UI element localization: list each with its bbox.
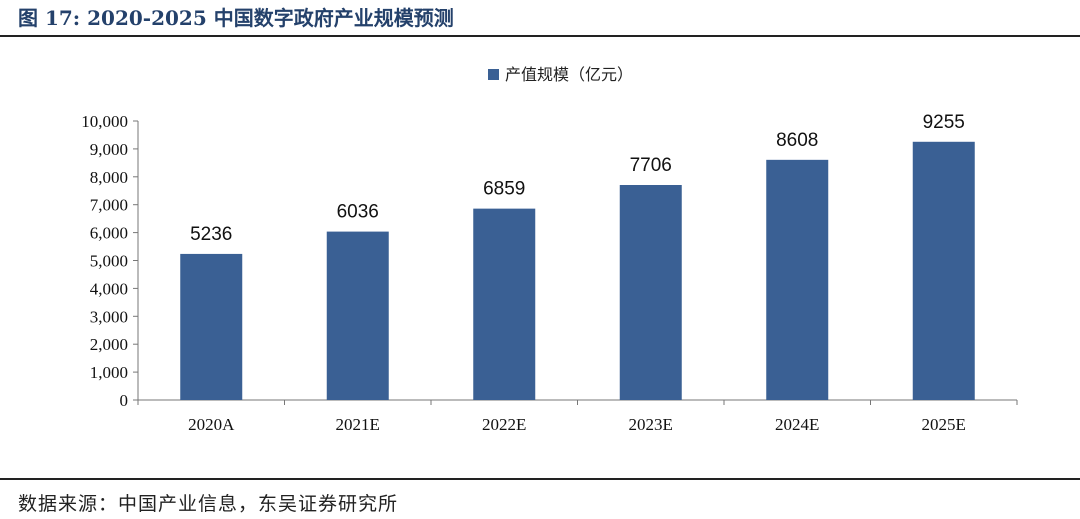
chart-legend: 产值规模（亿元） <box>488 65 633 84</box>
y-tick-label: 10,000 <box>81 112 128 131</box>
data-source-note: 数据来源：中国产业信息，东吴证券研究所 <box>18 493 399 515</box>
y-tick-label: 3,000 <box>90 307 128 326</box>
y-tick-label: 6,000 <box>90 224 128 243</box>
y-tick-label: 0 <box>120 391 129 410</box>
legend-label: 产值规模（亿元） <box>505 65 633 84</box>
bar <box>180 253 243 400</box>
y-axis: 0 1,000 2,000 3,000 4,000 5,000 6,000 7,000 8,00… <box>81 112 139 410</box>
y-tick-label: 7,000 <box>90 196 128 215</box>
bar-value-label: 7706 <box>630 155 672 176</box>
x-tick-label: 2024E <box>775 415 819 434</box>
y-tick-label: 5,000 <box>90 252 128 271</box>
x-axis: 2020A 2021E 2022E 2023E 2024E 2025E <box>137 399 1018 434</box>
figure-title: 图 17: 2020-2025 中国数字政府产业规模预测 <box>18 6 454 30</box>
bar <box>766 159 829 400</box>
bar-value-label: 8608 <box>776 130 818 151</box>
x-tick-label: 2025E <box>922 415 966 434</box>
bar <box>912 141 975 400</box>
bar <box>473 208 536 400</box>
top-divider <box>0 35 1080 37</box>
y-tick-label: 2,000 <box>90 335 128 354</box>
bar <box>619 185 682 400</box>
bar-value-label: 6859 <box>483 179 525 200</box>
x-tick-label: 2023E <box>629 415 673 434</box>
x-tick-label: 2021E <box>336 415 380 434</box>
bottom-divider <box>0 478 1080 480</box>
bar <box>326 231 389 400</box>
y-tick-label: 4,000 <box>90 279 128 298</box>
bar-series <box>180 141 975 400</box>
bar-value-label: 6036 <box>337 202 379 223</box>
data-labels: 5236 6036 6859 7706 8608 9255 <box>190 112 965 245</box>
bar-value-label: 9255 <box>923 112 965 133</box>
x-tick-label: 2020A <box>188 415 235 434</box>
legend-swatch <box>488 69 499 80</box>
x-tick-label: 2022E <box>482 415 526 434</box>
y-tick-label: 9,000 <box>90 140 128 159</box>
bar-value-label: 5236 <box>190 224 232 245</box>
y-tick-label: 8,000 <box>90 168 128 187</box>
y-tick-label: 1,000 <box>90 363 128 382</box>
bar-chart: 产值规模（亿元） 0 1,000 2,000 3,000 4,000 5,000 6,000… <box>81 65 1018 434</box>
